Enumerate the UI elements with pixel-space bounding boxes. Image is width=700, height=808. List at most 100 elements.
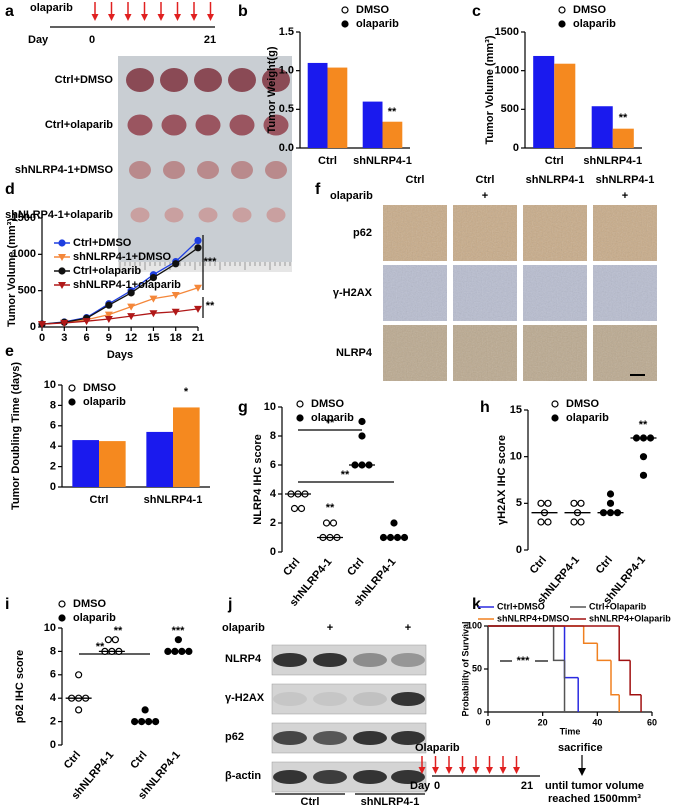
legend-marker [558,6,566,14]
stain-label: NLRP4 [336,347,373,359]
bar [362,101,383,148]
group-label: shNLRP4-1+olaparib [5,209,113,221]
x-tick-label: Ctrl [594,554,615,576]
significance-label: ** [341,469,350,481]
legend-marker [58,267,66,275]
ihc-texture [453,265,517,321]
dose-arrowhead [91,14,99,21]
y-tick-label: 15 [510,404,522,416]
tumor [266,207,286,223]
bar [307,62,328,148]
y-tick-label: 8 [50,399,56,411]
significance-label: *** [172,625,186,637]
data-point [297,504,306,513]
data-point [194,305,202,313]
x-axis-label: Time [560,726,581,736]
protein-label: p62 [225,731,244,743]
panel-label: a [5,3,14,20]
blot-band [391,770,425,784]
data-point [174,636,182,644]
blot-band [273,770,307,784]
legend-marker [58,614,66,622]
y-tick-label: 0.0 [279,142,294,154]
tumor [262,68,290,92]
data-point [577,499,585,507]
ihc-texture [593,205,657,261]
panel-label: i [5,596,9,613]
panel-label: d [5,181,15,198]
significance-label: ** [388,106,397,118]
column-label: shNLRP4-1 [526,174,585,186]
data-point [38,321,46,329]
dose-arrowhead [141,14,148,21]
ihc-texture [593,325,657,381]
legend-marker [551,400,559,408]
y-tick-label: 6 [50,420,56,432]
tumor [127,114,153,136]
data-point [104,636,112,644]
legend-label: olaparib [356,18,399,30]
stain-label: γ-H2AX [333,287,373,299]
treated-mark: + [622,190,628,202]
dose-arrowhead [190,14,198,21]
data-point [639,453,648,461]
bar [533,55,555,149]
x-tick-label: Ctrl [345,556,366,578]
ihc-texture [593,265,657,321]
protein-label: NLRP4 [225,653,262,665]
legend-label: olaparib [566,412,609,424]
legend-label: shNLRP4-1+olaparib [73,279,181,291]
column-label: Ctrl [476,174,495,186]
drug-label: Olaparib [415,742,460,754]
legend-marker [558,20,566,28]
sacrifice-arrowhead [578,768,586,776]
tumor [265,161,287,179]
data-point [329,519,338,527]
data-point [149,310,158,318]
group-label: Ctrl+olaparib [45,119,113,131]
tumor [198,207,218,223]
y-axis-label: Tumor Doubling Time (days) [10,362,22,510]
panel-label: k [472,596,481,613]
tumor [130,207,150,223]
legend-label: olaparib [573,18,616,30]
group-label: shNLRP4-1+DMSO [15,164,114,176]
group-label: Ctrl [301,796,320,808]
survival-step [596,643,611,662]
x-tick-label: shNLRP4-1 [353,155,412,167]
data-point [104,316,113,324]
event-label: sacrifice [558,742,603,754]
x-tick-label: shNLRP4-1 [144,494,203,506]
treated-mark: + [405,622,411,634]
panel-label: e [5,343,14,360]
blot-band [391,731,425,745]
data-point [105,301,113,309]
bar [612,128,634,148]
x-tick-label: Ctrl [62,749,83,771]
treated-mark: + [482,190,488,202]
blot-band [273,692,307,706]
ihc-texture [523,325,587,381]
y-tick-label: 0.5 [279,103,294,115]
survival-step [552,626,565,662]
survival-step [582,626,598,644]
day-end: 21 [521,780,533,792]
y-tick-label: 0 [516,544,522,556]
tumor [194,68,222,92]
y-tick-label: 8 [50,645,56,657]
x-tick-label: 0 [39,332,45,344]
legend-label: DMSO [573,4,606,16]
ihc-texture [523,205,587,261]
x-tick-label: 6 [84,332,90,344]
tumor [129,161,151,179]
x-tick-label: Ctrl [318,155,337,167]
y-tick-label: 4 [50,440,57,452]
data-point [149,273,158,282]
y-tick-label: 10 [510,451,522,463]
data-point [358,432,366,440]
y-tick-label: 500 [501,103,519,115]
data-point [544,518,552,526]
legend-marker [58,239,66,247]
y-axis-label: NLRP4 IHC score [252,434,264,524]
